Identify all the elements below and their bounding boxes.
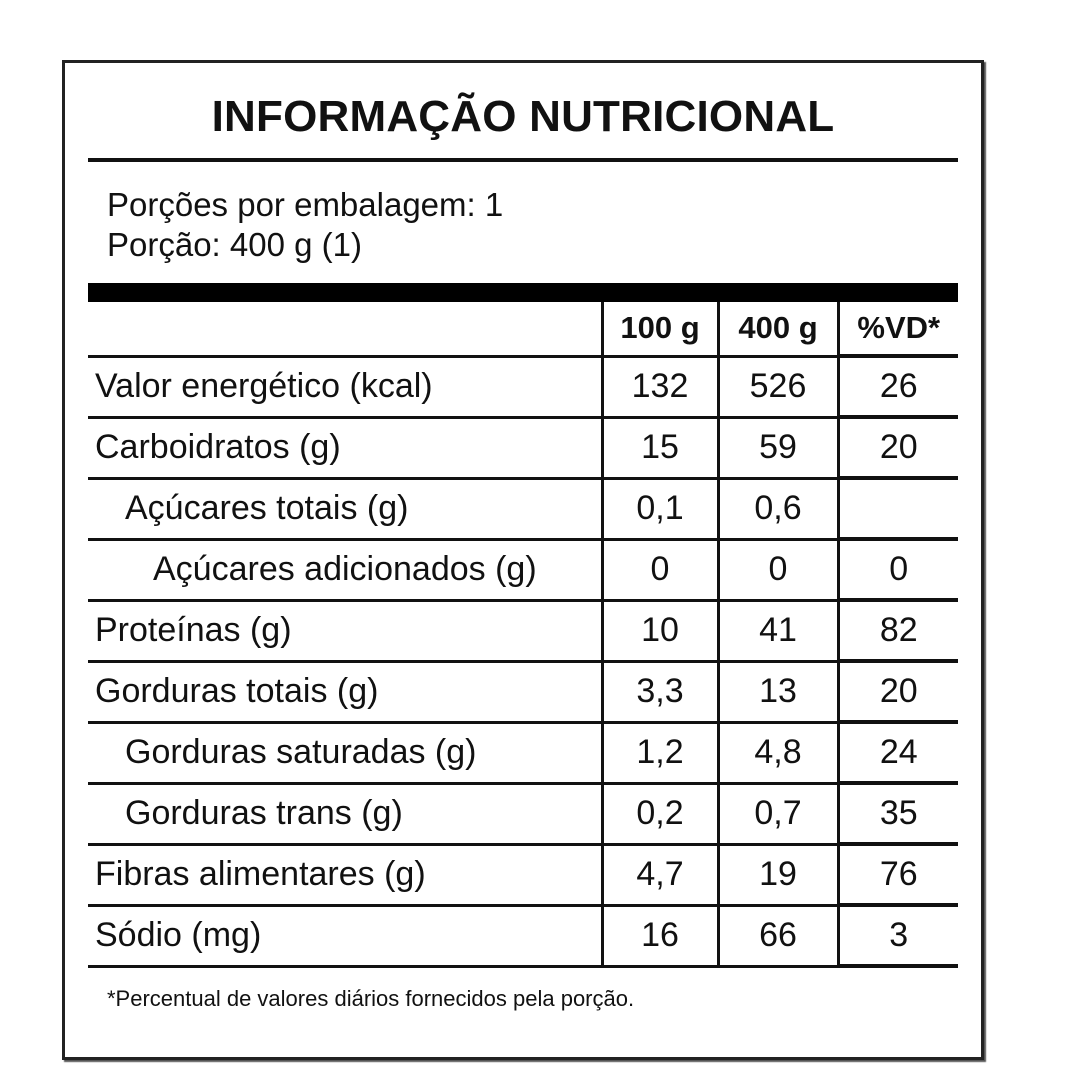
value-per-400g: 4,8 bbox=[716, 722, 838, 785]
table-header-row: 100 g 400 g %VD* bbox=[88, 302, 958, 358]
table-row: Sódio (mg) 16 66 3 bbox=[88, 905, 958, 968]
nutrient-label: Carboidratos (g) bbox=[88, 417, 602, 480]
value-daily-percent bbox=[836, 478, 958, 541]
header-blank bbox=[88, 302, 602, 358]
value-per-100g: 16 bbox=[600, 905, 718, 968]
value-per-400g: 526 bbox=[716, 356, 838, 419]
nutrition-table: 100 g 400 g %VD* Valor energético (kcal)… bbox=[88, 302, 958, 968]
value-per-400g: 0,6 bbox=[716, 478, 838, 541]
nutrient-label: Gorduras saturadas (g) bbox=[88, 722, 602, 785]
value-per-100g: 0,2 bbox=[600, 783, 718, 846]
value-per-100g: 4,7 bbox=[600, 844, 718, 907]
table-row: Fibras alimentares (g) 4,7 19 76 bbox=[88, 844, 958, 907]
thick-divider-bar bbox=[88, 283, 958, 302]
value-daily-percent: 82 bbox=[836, 600, 958, 663]
nutrient-label: Gorduras totais (g) bbox=[88, 661, 602, 724]
value-daily-percent: 24 bbox=[836, 722, 958, 785]
header-400g: 400 g bbox=[716, 302, 838, 358]
value-daily-percent: 20 bbox=[836, 661, 958, 724]
value-per-100g: 1,2 bbox=[600, 722, 718, 785]
value-daily-percent: 76 bbox=[836, 844, 958, 907]
value-per-400g: 66 bbox=[716, 905, 838, 968]
servings-per-package: Porções por embalagem: 1 bbox=[107, 186, 504, 223]
nutrient-label: Açúcares adicionados (g) bbox=[88, 539, 602, 602]
value-daily-percent: 3 bbox=[836, 905, 958, 968]
table-row: Gorduras totais (g) 3,3 13 20 bbox=[88, 661, 958, 724]
table-row: Valor energético (kcal) 132 526 26 bbox=[88, 356, 958, 419]
value-per-100g: 15 bbox=[600, 417, 718, 480]
nutrient-label: Sódio (mg) bbox=[88, 905, 602, 968]
table-row: Proteínas (g) 10 41 82 bbox=[88, 600, 958, 663]
value-daily-percent: 26 bbox=[836, 356, 958, 419]
value-daily-percent: 20 bbox=[836, 417, 958, 480]
nutrient-label: Valor energético (kcal) bbox=[88, 356, 602, 419]
value-per-400g: 0,7 bbox=[716, 783, 838, 846]
header-vd: %VD* bbox=[836, 302, 958, 358]
value-per-100g: 132 bbox=[600, 356, 718, 419]
nutrient-label: Fibras alimentares (g) bbox=[88, 844, 602, 907]
label-title: INFORMAÇÃO NUTRICIONAL bbox=[211, 92, 835, 141]
table-row: Gorduras saturadas (g) 1,2 4,8 24 bbox=[88, 722, 958, 785]
value-daily-percent: 0 bbox=[836, 539, 958, 602]
serving-size: Porção: 400 g (1) bbox=[107, 226, 362, 263]
value-per-400g: 13 bbox=[716, 661, 838, 724]
table-row: Carboidratos (g) 15 59 20 bbox=[88, 417, 958, 480]
value-per-400g: 59 bbox=[716, 417, 838, 480]
value-daily-percent: 35 bbox=[836, 783, 958, 846]
table-row: Gorduras trans (g) 0,2 0,7 35 bbox=[88, 783, 958, 846]
value-per-100g: 0 bbox=[600, 539, 718, 602]
value-per-100g: 10 bbox=[600, 600, 718, 663]
value-per-400g: 19 bbox=[716, 844, 838, 907]
value-per-100g: 0,1 bbox=[600, 478, 718, 541]
value-per-400g: 41 bbox=[716, 600, 838, 663]
footnote: *Percentual de valores diários fornecido… bbox=[107, 986, 635, 1011]
table-row: Açúcares totais (g) 0,1 0,6 bbox=[88, 478, 958, 541]
nutrient-label: Açúcares totais (g) bbox=[88, 478, 602, 541]
nutrition-label-frame bbox=[62, 60, 984, 1060]
nutrient-label: Gorduras trans (g) bbox=[88, 783, 602, 846]
title-divider bbox=[88, 158, 958, 162]
value-per-400g: 0 bbox=[716, 539, 838, 602]
table-row: Açúcares adicionados (g) 0 0 0 bbox=[88, 539, 958, 602]
value-per-100g: 3,3 bbox=[600, 661, 718, 724]
header-100g: 100 g bbox=[600, 302, 718, 358]
nutrient-label: Proteínas (g) bbox=[88, 600, 602, 663]
